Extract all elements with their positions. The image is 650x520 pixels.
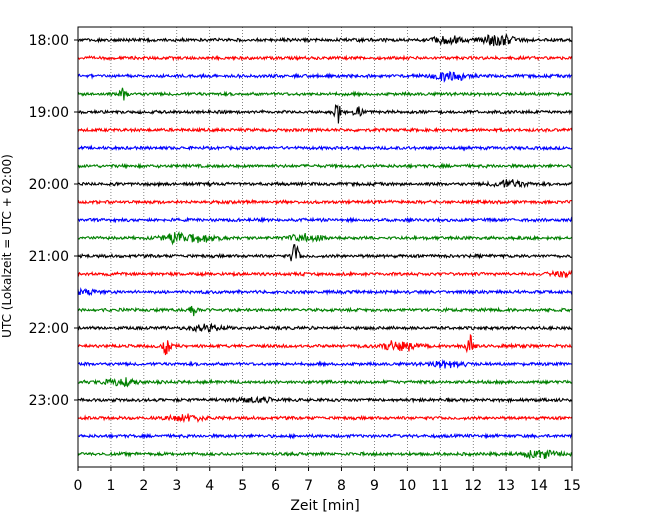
seismogram-trace bbox=[77, 377, 573, 388]
y-tick-label: 19:00 bbox=[29, 105, 69, 121]
grid-lines bbox=[110, 27, 540, 467]
seismogram-trace bbox=[77, 322, 573, 333]
x-tick-label: 5 bbox=[238, 478, 247, 494]
x-tick-label: 14 bbox=[530, 478, 548, 494]
seismogram-trace bbox=[77, 333, 573, 356]
seismogram-trace bbox=[77, 287, 573, 297]
seismogram-trace bbox=[77, 198, 573, 206]
seismogram-trace bbox=[77, 358, 573, 369]
x-tick-label: 3 bbox=[172, 478, 181, 494]
x-axis-ticks: 0 1 2 3 4 5 6 7 8 9 10 11 12 13 14 15 bbox=[74, 467, 581, 494]
seismogram-traces bbox=[77, 34, 573, 460]
x-tick-label: 9 bbox=[370, 478, 379, 494]
seismogram-trace bbox=[78, 104, 573, 124]
y-tick-label: 18:00 bbox=[29, 33, 69, 49]
x-tick-label: 11 bbox=[431, 478, 449, 494]
seismogram-trace bbox=[77, 216, 573, 224]
x-tick-label: 10 bbox=[398, 478, 416, 494]
seismogram-trace bbox=[77, 413, 573, 424]
x-tick-label: 8 bbox=[337, 478, 346, 494]
seismogram-trace bbox=[77, 54, 573, 62]
seismogram-trace bbox=[77, 432, 573, 440]
seismogram-trace bbox=[77, 305, 573, 317]
x-tick-label: 6 bbox=[271, 478, 280, 494]
x-tick-label: 0 bbox=[74, 478, 83, 494]
plot-frame bbox=[77, 26, 573, 468]
seismogram-trace bbox=[77, 230, 573, 246]
seismogram-trace bbox=[77, 87, 573, 101]
y-tick-label: 22:00 bbox=[29, 321, 69, 337]
y-axis-ticks: 18:00 19:00 20:00 21:00 22:00 23:00 bbox=[29, 33, 78, 409]
seismogram-trace bbox=[77, 269, 573, 279]
x-tick-label: 1 bbox=[106, 478, 115, 494]
x-tick-label: 2 bbox=[139, 478, 148, 494]
seismogram-trace bbox=[77, 126, 573, 134]
seismogram-trace bbox=[77, 395, 573, 404]
x-tick-label: 15 bbox=[563, 478, 581, 494]
seismogram-trace bbox=[77, 162, 573, 170]
y-tick-label: 23:00 bbox=[29, 393, 69, 409]
y-axis-label: UTC (Lokalzeit = UTC + 02:00) bbox=[0, 154, 14, 338]
x-axis-label: Zeit [min] bbox=[290, 498, 359, 514]
y-tick-label: 21:00 bbox=[29, 249, 69, 265]
x-tick-label: 12 bbox=[464, 478, 482, 494]
y-tick-label: 20:00 bbox=[29, 177, 69, 193]
seismogram-trace bbox=[77, 244, 572, 262]
seismogram-trace bbox=[77, 179, 573, 189]
seismogram-trace bbox=[77, 70, 573, 83]
x-tick-label: 13 bbox=[497, 478, 515, 494]
x-tick-label: 7 bbox=[304, 478, 313, 494]
seismogram-trace bbox=[77, 34, 573, 47]
seismogram-trace bbox=[77, 449, 573, 460]
seismogram-trace bbox=[77, 144, 573, 152]
x-tick-label: 4 bbox=[205, 478, 214, 494]
